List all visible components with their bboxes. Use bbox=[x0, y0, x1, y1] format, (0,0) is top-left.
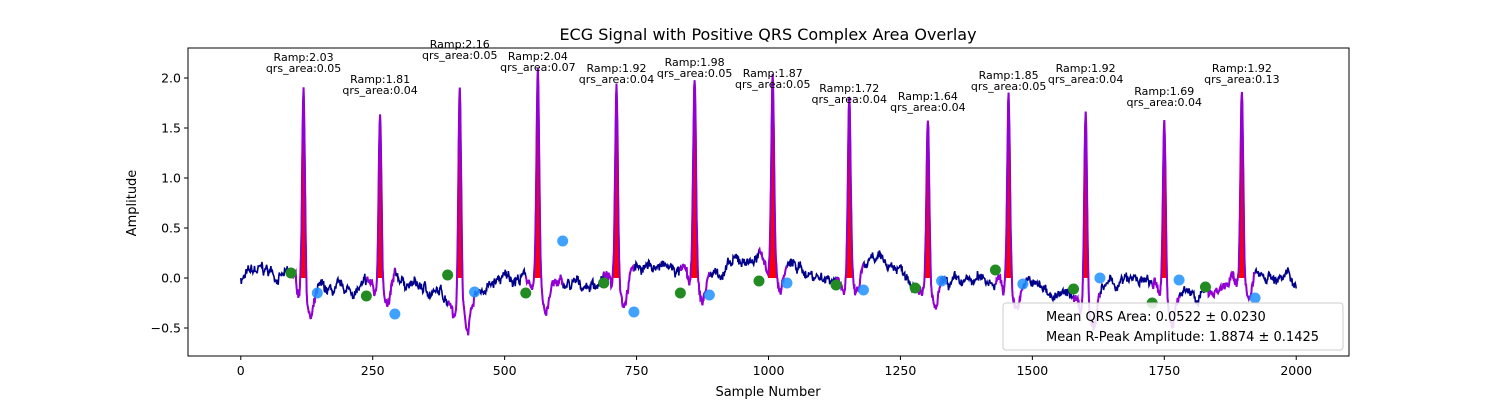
y-tick-label-0: −0.5 bbox=[151, 321, 181, 336]
s-point-marker-8 bbox=[857, 284, 869, 296]
q-point-marker-11 bbox=[1068, 283, 1080, 295]
qrs-area-label-10: qrs_area:0.05 bbox=[971, 80, 1046, 93]
qrs-area-label-3: qrs_area:0.05 bbox=[422, 49, 497, 62]
qrs-area-label-6: qrs_area:0.05 bbox=[657, 67, 732, 80]
x-tick-label-0: 0 bbox=[237, 363, 245, 378]
qrs-area-label-9: qrs_area:0.04 bbox=[890, 101, 965, 114]
ramp-label-10: Ramp:1.85 bbox=[979, 69, 1039, 82]
ramp-label-7: Ramp:1.87 bbox=[743, 67, 803, 80]
x-tick-label-5: 1250 bbox=[885, 363, 917, 378]
s-point-marker-9 bbox=[936, 275, 948, 287]
ramp-label-13: Ramp:1.92 bbox=[1212, 62, 1272, 75]
axes: 0 250 500 750 1000 1250 1500 1750 2000 −0.5 0.0 0.5… bbox=[151, 71, 1313, 379]
qrs-segment-2 bbox=[365, 114, 396, 308]
beat-annotations: Ramp:2.03qrs_area:0.05Ramp:1.81qrs_area:… bbox=[266, 38, 1280, 114]
qrs-area-label-5: qrs_area:0.04 bbox=[579, 73, 654, 86]
s-point-marker-11 bbox=[1094, 272, 1106, 284]
q-point-marker-13 bbox=[1199, 281, 1211, 293]
ramp-label-6: Ramp:1.98 bbox=[665, 56, 725, 69]
qrs-segment-4 bbox=[524, 68, 564, 316]
q-point-marker-6 bbox=[674, 287, 686, 299]
x-tick-label-4: 1000 bbox=[753, 363, 785, 378]
s-point-marker-4 bbox=[557, 235, 569, 247]
legend-entry-qrs-area: Mean QRS Area: 0.0522 ± 0.0230 bbox=[1046, 310, 1266, 325]
q-point-marker-5 bbox=[598, 277, 610, 289]
chart-title: ECG Signal with Positive QRS Complex Are… bbox=[559, 25, 976, 44]
q-point-marker-9 bbox=[909, 282, 921, 294]
ramp-label-9: Ramp:1.64 bbox=[898, 90, 958, 103]
x-tick-label-7: 1750 bbox=[1148, 363, 1180, 378]
qrs-area-label-7: qrs_area:0.05 bbox=[735, 78, 810, 91]
qrs-segment-3 bbox=[446, 87, 476, 336]
qrs-area-label-12: qrs_area:0.04 bbox=[1127, 96, 1202, 109]
q-point-marker-7 bbox=[753, 275, 765, 287]
qrs-segment-11 bbox=[1072, 111, 1101, 331]
qrs-area-label-2: qrs_area:0.04 bbox=[342, 84, 417, 97]
ramp-label-5: Ramp:1.92 bbox=[586, 62, 646, 75]
ramp-label-8: Ramp:1.72 bbox=[819, 82, 879, 95]
s-point-marker-13 bbox=[1249, 292, 1261, 304]
s-point-marker-7 bbox=[781, 277, 793, 289]
x-tick-label-1: 250 bbox=[361, 363, 385, 378]
ramp-label-11: Ramp:1.92 bbox=[1056, 62, 1116, 75]
s-point-marker-5 bbox=[628, 306, 640, 318]
x-tick-label-2: 500 bbox=[493, 363, 517, 378]
qrs-area-label-4: qrs_area:0.07 bbox=[500, 61, 575, 74]
ramp-label-3: Ramp:2.16 bbox=[430, 38, 490, 51]
y-tick-label-4: 1.5 bbox=[161, 121, 181, 136]
x-axis-label: Sample Number bbox=[715, 385, 821, 400]
qrs-segment-13 bbox=[1204, 91, 1256, 303]
q-point-marker-4 bbox=[520, 287, 532, 299]
q-point-marker-1 bbox=[285, 267, 297, 279]
y-tick-label-5: 2.0 bbox=[161, 71, 181, 86]
qrs-area-label-8: qrs_area:0.04 bbox=[812, 93, 887, 106]
legend-box bbox=[1002, 302, 1344, 351]
s-point-marker-6 bbox=[703, 289, 715, 301]
s-point-marker-1 bbox=[311, 287, 323, 299]
s-point-marker-10 bbox=[1017, 278, 1029, 290]
q-point-marker-8 bbox=[830, 279, 842, 291]
x-tick-label-8: 2000 bbox=[1280, 363, 1312, 378]
ramp-label-1: Ramp:2.03 bbox=[274, 51, 334, 64]
q-point-marker-2 bbox=[360, 290, 372, 302]
y-tick-label-1: 0.0 bbox=[161, 271, 181, 286]
x-tick-label-6: 1500 bbox=[1016, 363, 1048, 378]
s-point-marker-2 bbox=[389, 308, 401, 320]
legend: Mean QRS Area: 0.0522 ± 0.0230 Mean R-Pe… bbox=[1002, 302, 1344, 351]
ramp-label-4: Ramp:2.04 bbox=[508, 50, 568, 63]
q-point-marker-10 bbox=[989, 264, 1001, 276]
s-point-marker-12 bbox=[1173, 274, 1185, 286]
ramp-label-12: Ramp:1.69 bbox=[1134, 85, 1194, 98]
qrs-segment-12 bbox=[1151, 120, 1181, 329]
s-point-marker-3 bbox=[469, 286, 481, 298]
qrs-area-label-11: qrs_area:0.04 bbox=[1048, 73, 1123, 86]
qrs-area-label-1: qrs_area:0.05 bbox=[266, 62, 341, 75]
qrs-area-label-13: qrs_area:0.13 bbox=[1204, 73, 1279, 86]
ramp-label-2: Ramp:1.81 bbox=[350, 73, 410, 86]
plot-area bbox=[240, 68, 1297, 336]
qrs-segment-5 bbox=[602, 83, 635, 309]
y-axis-label: Amplitude bbox=[125, 170, 140, 237]
x-tick-label-3: 750 bbox=[625, 363, 649, 378]
y-tick-label-2: 0.5 bbox=[161, 221, 181, 236]
legend-entry-r-peak: Mean R-Peak Amplitude: 1.8874 ± 0.1425 bbox=[1046, 330, 1319, 345]
y-tick-label-3: 1.0 bbox=[161, 171, 181, 186]
q-point-marker-3 bbox=[442, 269, 454, 281]
